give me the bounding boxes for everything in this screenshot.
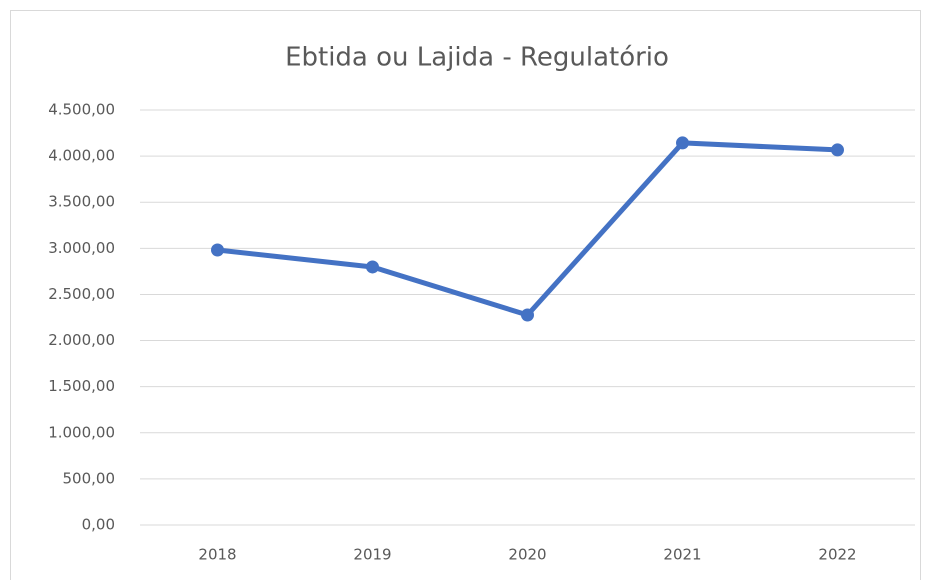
chart-title: Ebtida ou Lajida - Regulatório [285, 43, 669, 73]
y-tick-label: 1.500,00 [48, 377, 115, 395]
x-tick-label: 2020 [508, 546, 546, 564]
x-tick-label: 2018 [198, 546, 236, 564]
marker [831, 143, 844, 157]
y-tick-label: 3.500,00 [48, 193, 115, 211]
marker [676, 136, 689, 150]
y-tick-label: 3.000,00 [48, 239, 115, 257]
marker [366, 260, 379, 274]
y-tick-label: 0,00 [82, 516, 115, 534]
y-tick-label: 500,00 [63, 469, 116, 487]
marker [521, 308, 534, 322]
y-tick-label: 2.500,00 [48, 285, 115, 303]
y-tick-label: 2.000,00 [48, 331, 115, 349]
x-tick-label: 2019 [353, 546, 391, 564]
x-tick-label: 2021 [663, 546, 701, 564]
marker [211, 243, 224, 257]
y-tick-label: 4.000,00 [48, 147, 115, 165]
x-tick-label: 2022 [818, 546, 856, 564]
y-tick-label: 1.000,00 [48, 423, 115, 441]
y-tick-label: 4.500,00 [48, 101, 115, 119]
